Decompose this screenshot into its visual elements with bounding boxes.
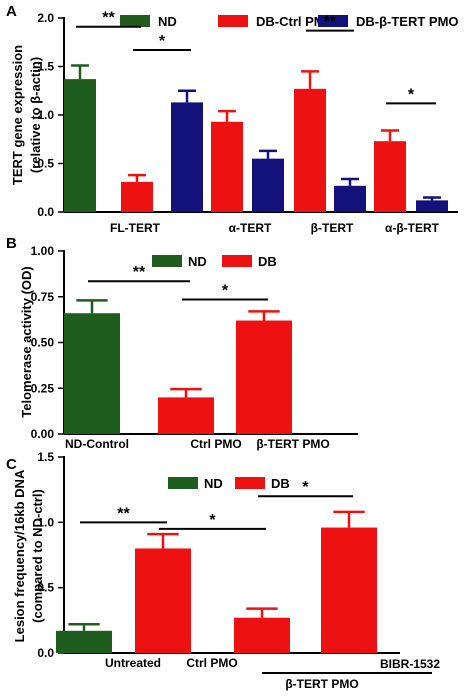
significance-label: ** [324,14,337,31]
x-category-label: α-β-TERT [385,221,440,235]
bar [158,397,214,434]
panel-letter: A [6,3,17,20]
significance-label: * [408,86,415,103]
legend-label: ND [188,254,207,269]
legend-swatch [218,15,248,27]
legend-label: DB-Ctrl PMO [256,14,335,29]
x-category-label: FL-TERT [110,221,161,235]
significance-label: * [222,282,229,299]
x-category-label: ND-Control [65,437,129,451]
y-axis-label: (relative to β-actin) [28,57,43,173]
y-tick-label: 1.5 [37,60,54,74]
panel-letter: C [6,456,17,473]
bar [416,200,448,212]
x-category-label: Untreated [105,656,161,670]
y-tick-label: 1.5 [37,450,54,464]
x-category-label: Ctrl PMO [186,656,237,670]
bar [121,181,153,212]
y-tick-label: 1.0 [37,108,54,122]
y-tick-label: 0.50 [31,336,55,350]
group-label: BIBR-1532 [380,657,440,671]
bar [64,313,120,434]
y-tick-label: 1.0 [37,515,54,529]
x-category-label: β-TERT PMO [256,437,329,451]
bar [56,630,112,653]
panel-b: B 0.00 0.25 0.50 0.75 1.00 Telomerase activity… [6,235,358,451]
legend-label: DB-β-TERT PMO [356,14,459,29]
y-tick-label: 0.25 [31,381,55,395]
bar [334,185,366,212]
legend-label: ND [158,14,177,29]
y-tick-label: 2.0 [37,11,54,25]
legend-swatch [152,255,182,267]
y-tick-label: 1.00 [31,244,55,258]
y-tick-label: 0.5 [37,581,54,595]
group-label: β-TERT PMO [285,677,358,691]
x-category-label: Ctrl PMO [190,437,241,451]
y-tick-label: 0.0 [37,205,54,219]
y-tick-label: 0.5 [37,157,54,171]
legend-swatch [235,477,265,489]
legend-swatch [120,15,150,27]
significance-label: * [302,479,309,496]
legend-swatch [222,255,252,267]
significance-label: ** [133,264,146,281]
legend-label: DB [271,476,290,491]
y-tick-label: 0.00 [31,427,55,441]
bar [171,102,203,212]
bar [234,617,290,653]
y-axis-label: TERT gene expression [10,45,25,185]
y-axis-label: Telomerase activity (OD) [19,266,34,417]
panel-c: C 0.0 0.5 1.0 1.5 Lesion frequency/16kb DNA (c… [6,450,440,691]
bar [211,121,243,212]
panel-a: A 0.0 0.5 1.0 1.5 2.0 TERT gene expression (rel… [6,3,459,235]
x-category-label: α-TERT [229,221,272,235]
legend-label: ND [204,476,223,491]
legend-swatch [318,15,348,27]
legend-swatch [168,477,198,489]
bar [321,527,377,653]
significance-label: * [209,512,216,529]
bar [135,548,191,653]
significance-label: * [159,33,166,50]
legend-label: DB [258,254,277,269]
bar [236,320,292,434]
y-tick-label: 0.0 [37,646,54,660]
bar [374,141,406,212]
significance-label: ** [117,505,130,522]
bar [64,79,96,212]
y-axis-label: (compared to ND-ctrl) [30,489,45,623]
y-tick-label: 0.75 [31,290,55,304]
panel-letter: B [6,235,17,252]
bar [252,158,284,212]
y-axis-label: Lesion frequency/16kb DNA [12,469,27,642]
bar [294,88,326,212]
x-category-label: β-TERT [311,221,354,235]
significance-label: ** [102,10,115,27]
